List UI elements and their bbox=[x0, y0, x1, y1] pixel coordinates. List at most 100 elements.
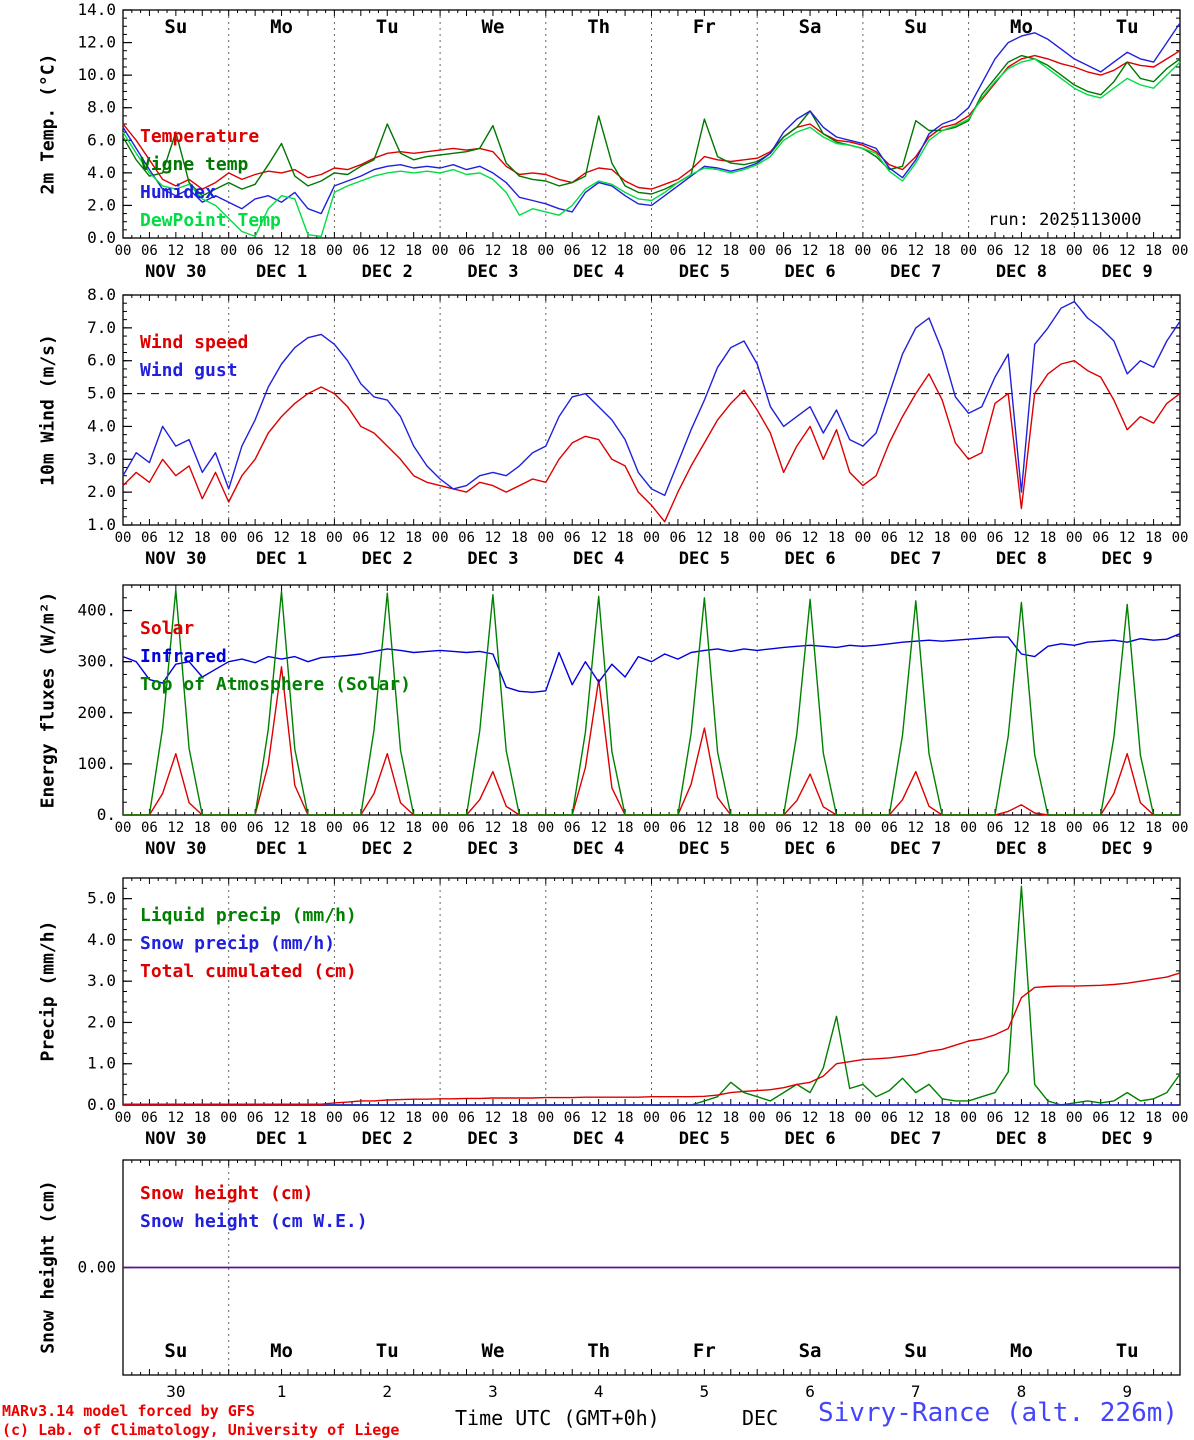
x-tick-label: 18 bbox=[194, 530, 211, 546]
x-tick-label: 18 bbox=[511, 1110, 528, 1126]
x-tick-label: 00 bbox=[537, 820, 554, 836]
x-tick-label: 12 bbox=[1013, 820, 1030, 836]
weekday-label: Su bbox=[904, 1340, 927, 1362]
x-tick-label: 06 bbox=[669, 820, 686, 836]
y-tick-label: 14.0 bbox=[77, 0, 116, 19]
x-tick-label: 06 bbox=[775, 820, 792, 836]
x-tick-label: 18 bbox=[194, 820, 211, 836]
x-tick-label: 12 bbox=[802, 1110, 819, 1126]
x-tick-label: 00 bbox=[643, 820, 660, 836]
y-tick-label: 2.0 bbox=[87, 1012, 116, 1031]
y-tick-label: 8.0 bbox=[87, 98, 116, 117]
weekday-label: Sa bbox=[799, 16, 822, 38]
x-tick-label: 18 bbox=[828, 243, 845, 259]
x-tick-label: 12 bbox=[590, 243, 607, 259]
weekday-label: We bbox=[482, 16, 505, 38]
date-label: DEC 4 bbox=[573, 262, 624, 282]
x-tick-label: 00 bbox=[432, 820, 449, 836]
x-tick-label: 06 bbox=[881, 530, 898, 546]
series-line-Humidex bbox=[122, 22, 1181, 215]
x-tick-label: 12 bbox=[696, 820, 713, 836]
x-tick-label: 00 bbox=[1066, 243, 1083, 259]
x-tick-label: 18 bbox=[405, 243, 422, 259]
x-tick-label: 06 bbox=[564, 820, 581, 836]
day-number: 7 bbox=[911, 1382, 921, 1401]
weekday-label: Mo bbox=[270, 16, 293, 38]
date-label: DEC 2 bbox=[362, 1129, 413, 1149]
x-tick-label: 12 bbox=[379, 243, 396, 259]
date-label: DEC 9 bbox=[1102, 262, 1153, 282]
x-tick-label: 06 bbox=[987, 243, 1004, 259]
date-label: DEC 3 bbox=[467, 839, 518, 859]
y-tick-label: 100. bbox=[77, 754, 116, 773]
date-label: NOV 30 bbox=[145, 839, 206, 859]
y-tick-label: 200. bbox=[77, 703, 116, 722]
x-tick-label: 06 bbox=[987, 530, 1004, 546]
y-tick-label: 4.0 bbox=[87, 930, 116, 949]
x-tick-label: 00 bbox=[749, 820, 766, 836]
x-tick-label: 00 bbox=[537, 243, 554, 259]
x-tick-label: 12 bbox=[273, 1110, 290, 1126]
date-label: NOV 30 bbox=[145, 549, 206, 569]
x-tick-label: 12 bbox=[1119, 1110, 1136, 1126]
x-tick-label: 12 bbox=[167, 243, 184, 259]
y-tick-label: 1.0 bbox=[87, 515, 116, 534]
y-tick-label: 5.0 bbox=[87, 889, 116, 908]
date-label: DEC 1 bbox=[256, 839, 307, 859]
x-tick-label: 18 bbox=[1039, 820, 1056, 836]
x-tick-label: 00 bbox=[643, 1110, 660, 1126]
x-tick-label: 12 bbox=[696, 530, 713, 546]
x-tick-label: 06 bbox=[141, 820, 158, 836]
date-label: DEC 1 bbox=[256, 262, 307, 282]
weekday-label: Su bbox=[904, 16, 927, 38]
x-tick-label: 18 bbox=[934, 530, 951, 546]
x-tick-label: 18 bbox=[1039, 1110, 1056, 1126]
x-tick-label: 06 bbox=[352, 243, 369, 259]
x-tick-label: 12 bbox=[167, 820, 184, 836]
x-tick-label: 12 bbox=[907, 820, 924, 836]
day-number: 8 bbox=[1017, 1382, 1027, 1401]
x-tick-label: 18 bbox=[722, 820, 739, 836]
date-label: DEC 6 bbox=[784, 549, 835, 569]
date-label: DEC 3 bbox=[467, 1129, 518, 1149]
y-tick-label: 2.0 bbox=[87, 482, 116, 501]
date-label: DEC 1 bbox=[256, 1129, 307, 1149]
y-tick-label: 300. bbox=[77, 652, 116, 671]
x-tick-label: 00 bbox=[326, 243, 343, 259]
x-tick-label: 00 bbox=[537, 1110, 554, 1126]
x-tick-label: 12 bbox=[485, 1110, 502, 1126]
x-tick-label: 12 bbox=[379, 1110, 396, 1126]
x-tick-label: 06 bbox=[458, 1110, 475, 1126]
x-tick-label: 00 bbox=[115, 243, 132, 259]
y-tick-label: 400. bbox=[77, 601, 116, 620]
date-label: DEC 9 bbox=[1102, 549, 1153, 569]
day-number: 30 bbox=[166, 1382, 185, 1401]
x-tick-label: 00 bbox=[1066, 820, 1083, 836]
date-label: DEC 4 bbox=[573, 1129, 624, 1149]
date-label: DEC 7 bbox=[890, 262, 941, 282]
date-label: DEC 8 bbox=[996, 1129, 1047, 1149]
weekday-label: Sa bbox=[799, 1340, 822, 1362]
x-tick-label: 00 bbox=[960, 243, 977, 259]
weekday-label: Mo bbox=[1010, 1340, 1033, 1362]
x-tick-label: 06 bbox=[247, 530, 264, 546]
x-tick-label: 06 bbox=[669, 530, 686, 546]
x-tick-label: 06 bbox=[669, 243, 686, 259]
x-tick-label: 06 bbox=[141, 243, 158, 259]
x-tick-label: 00 bbox=[749, 1110, 766, 1126]
date-label: DEC 2 bbox=[362, 262, 413, 282]
date-label: NOV 30 bbox=[145, 1129, 206, 1149]
x-tick-label: 12 bbox=[485, 530, 502, 546]
x-tick-label: 18 bbox=[405, 1110, 422, 1126]
x-tick-label: 18 bbox=[300, 820, 317, 836]
x-tick-label: 18 bbox=[1145, 243, 1162, 259]
x-tick-label: 06 bbox=[458, 243, 475, 259]
x-tick-label: 12 bbox=[1013, 243, 1030, 259]
date-label: DEC 3 bbox=[467, 549, 518, 569]
series-line-Wind gust bbox=[122, 300, 1181, 497]
date-label: DEC 8 bbox=[996, 839, 1047, 859]
x-tick-label: 06 bbox=[458, 530, 475, 546]
x-tick-label: 12 bbox=[696, 243, 713, 259]
